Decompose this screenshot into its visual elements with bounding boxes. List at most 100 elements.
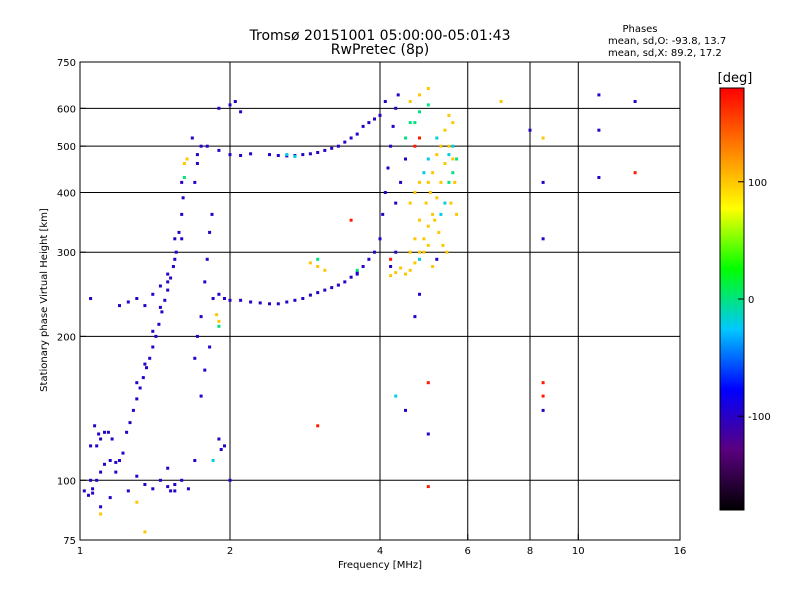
data-point <box>180 212 184 216</box>
data-point <box>399 180 403 184</box>
data-point <box>418 218 421 222</box>
data-point <box>249 152 253 156</box>
data-point <box>399 266 403 270</box>
data-point <box>143 362 147 366</box>
data-point <box>418 257 421 261</box>
data-point <box>404 408 407 412</box>
data-point <box>87 493 90 497</box>
data-point <box>151 487 155 491</box>
data-point <box>428 191 432 194</box>
data-point <box>422 250 426 254</box>
data-point <box>426 224 430 228</box>
data-point <box>293 298 297 302</box>
data-point <box>355 132 359 136</box>
data-point <box>210 212 214 216</box>
data-point <box>99 505 103 509</box>
data-point <box>541 237 545 241</box>
data-point <box>381 212 385 216</box>
data-point <box>217 437 221 441</box>
data-point <box>118 304 121 308</box>
data-point <box>413 261 417 265</box>
data-point <box>433 218 437 222</box>
data-point <box>91 491 95 495</box>
data-point <box>148 356 152 360</box>
data-point <box>174 250 178 254</box>
data-point <box>439 144 443 148</box>
data-point <box>413 121 417 125</box>
data-point <box>205 144 209 148</box>
data-point <box>151 345 155 349</box>
data-point <box>185 157 189 161</box>
y-tick-label: 200 <box>57 332 76 343</box>
data-point <box>135 474 139 478</box>
data-point <box>349 218 353 222</box>
data-point <box>541 136 545 140</box>
y-tick-label: 75 <box>63 536 76 547</box>
data-point <box>158 305 162 309</box>
stats-heading: Phases <box>622 24 657 35</box>
data-point <box>378 237 382 241</box>
data-point <box>418 136 421 140</box>
data-point <box>316 291 320 295</box>
data-point <box>499 100 503 103</box>
data-point <box>217 292 221 296</box>
data-point <box>528 128 532 132</box>
axis-ticks: 1 2 4 6 8 10 16 75 100 200 300 400 500 600 750 <box>57 58 686 557</box>
y-tick-label: 300 <box>57 248 76 259</box>
data-point <box>431 171 435 175</box>
data-point <box>223 444 226 448</box>
data-point <box>215 313 219 317</box>
data-point <box>373 117 376 121</box>
data-point <box>228 153 232 157</box>
y-tick-label: 600 <box>57 104 76 115</box>
data-point <box>249 300 253 304</box>
data-point <box>408 268 412 272</box>
data-point <box>367 121 371 125</box>
data-point <box>394 271 398 275</box>
data-point <box>217 148 221 152</box>
data-point <box>330 146 334 150</box>
data-point <box>171 265 175 268</box>
data-point <box>301 297 305 300</box>
data-point <box>293 154 297 158</box>
data-point <box>180 180 184 184</box>
chart-title: Tromsø 20151001 05:00:00-05:01:43 <box>249 28 511 44</box>
data-point <box>316 424 320 428</box>
data-point <box>373 250 376 254</box>
x-tick-label: 16 <box>674 546 687 557</box>
data-point <box>418 180 421 184</box>
data-point <box>203 280 207 284</box>
data-point <box>166 485 170 489</box>
data-point <box>435 153 439 157</box>
data-point <box>141 376 145 380</box>
data-point <box>349 136 353 140</box>
data-point <box>413 237 417 241</box>
data-point <box>316 265 320 268</box>
data-point <box>426 243 430 247</box>
data-point <box>128 421 132 425</box>
data-point <box>195 153 199 157</box>
data-point <box>93 424 97 428</box>
data-point <box>330 286 334 290</box>
data-point <box>394 250 398 254</box>
data-point <box>131 408 135 412</box>
data-point <box>143 530 147 534</box>
data-point <box>435 196 439 200</box>
y-tick-label: 750 <box>57 58 76 69</box>
data-point <box>355 272 359 276</box>
data-point <box>195 162 199 165</box>
data-point <box>541 180 545 184</box>
data-point <box>541 381 545 385</box>
data-point <box>447 180 451 184</box>
data-point <box>99 470 103 474</box>
data-point <box>389 144 393 148</box>
data-point <box>323 148 327 152</box>
data-point <box>233 100 237 103</box>
data-point <box>166 466 170 470</box>
x-tick-label: 4 <box>377 546 383 557</box>
data-point <box>239 154 243 157</box>
data-point <box>418 93 421 97</box>
data-point <box>181 196 185 200</box>
data-point <box>633 100 637 103</box>
data-point <box>166 288 170 292</box>
